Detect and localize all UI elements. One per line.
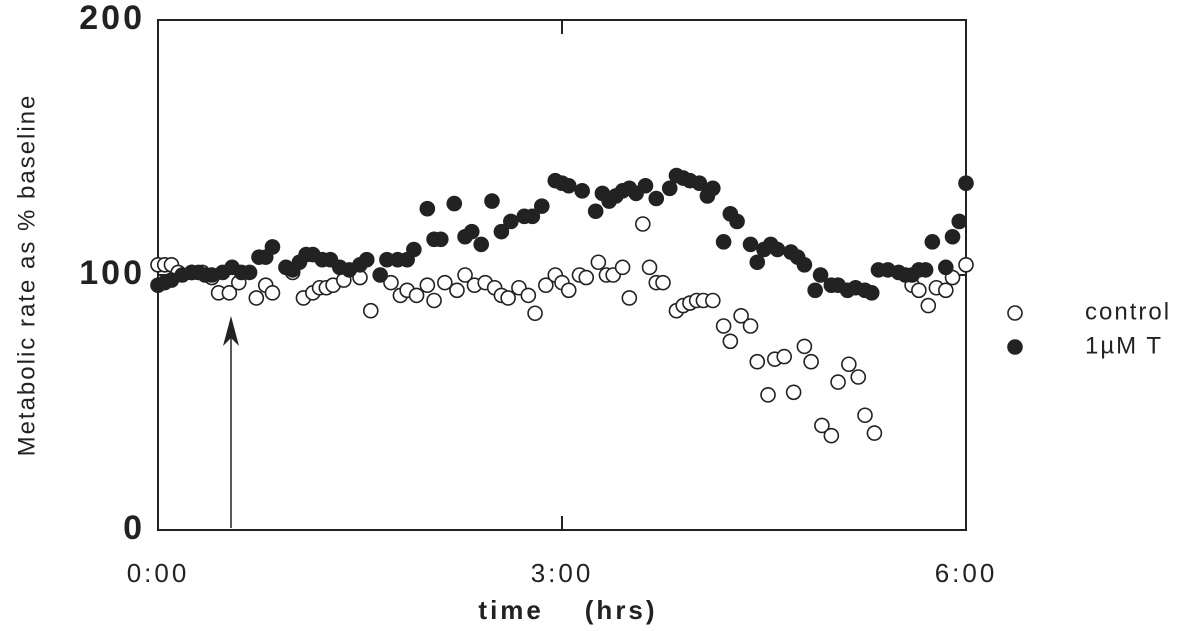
point — [850, 369, 867, 385]
point — [691, 175, 708, 191]
point — [769, 241, 786, 258]
point — [760, 387, 776, 403]
point — [776, 348, 793, 365]
point — [830, 374, 846, 390]
point — [264, 285, 281, 301]
point — [221, 285, 238, 301]
point — [749, 353, 766, 370]
point — [637, 177, 654, 194]
point — [449, 282, 465, 299]
point — [911, 282, 927, 299]
point — [524, 208, 541, 225]
legend-label: control — [1085, 298, 1171, 325]
point — [958, 256, 974, 273]
x-axis-label: time (hrs) — [478, 595, 657, 625]
point — [587, 203, 604, 220]
point — [473, 236, 490, 253]
point — [917, 262, 934, 278]
x-tick-label: 3:00 — [531, 558, 594, 588]
point — [419, 277, 436, 294]
point — [590, 254, 607, 271]
point — [803, 353, 819, 370]
point — [863, 285, 880, 301]
point — [426, 292, 442, 309]
point — [578, 269, 595, 286]
point — [857, 407, 873, 424]
point — [437, 274, 453, 291]
point — [742, 318, 759, 334]
point — [614, 259, 631, 276]
point — [503, 213, 519, 230]
point — [241, 264, 258, 281]
point — [406, 241, 422, 258]
legend-marker — [1007, 339, 1023, 355]
point — [560, 282, 577, 299]
point — [362, 302, 379, 319]
legend-marker — [1007, 305, 1023, 321]
point — [749, 254, 766, 271]
point — [841, 356, 857, 373]
point — [493, 223, 510, 240]
point — [655, 274, 671, 291]
point — [560, 177, 577, 194]
point — [796, 256, 813, 273]
point — [937, 282, 954, 299]
point — [463, 223, 480, 240]
point — [742, 236, 759, 253]
point — [729, 213, 745, 230]
y-axis-label: Metabolic rate as % baseline — [13, 94, 40, 457]
point — [951, 213, 968, 230]
point — [574, 183, 591, 199]
point — [634, 216, 651, 232]
point — [958, 175, 974, 191]
x-tick-label: 0:00 — [127, 558, 190, 588]
point — [785, 384, 802, 401]
legend-label: 1µM T — [1085, 332, 1163, 359]
point — [812, 267, 829, 283]
point — [944, 228, 961, 245]
point — [715, 234, 732, 250]
point — [648, 190, 665, 207]
point — [533, 198, 550, 214]
point — [715, 318, 732, 334]
point — [527, 305, 543, 322]
x-tick-label: 6:00 — [935, 558, 998, 588]
point — [705, 180, 721, 197]
point — [457, 267, 473, 283]
point — [823, 427, 840, 444]
y-tick-label: 200 — [79, 0, 145, 37]
y-tick-label: 0 — [123, 509, 145, 547]
point — [372, 267, 389, 283]
point — [264, 239, 281, 255]
y-tick-label: 100 — [79, 254, 145, 292]
point — [358, 251, 375, 268]
point — [484, 193, 500, 209]
point — [722, 333, 739, 350]
point — [621, 290, 638, 306]
point — [924, 234, 941, 250]
point — [807, 282, 823, 299]
point — [937, 259, 954, 276]
arrow-head — [223, 316, 239, 346]
point — [866, 425, 883, 441]
point — [248, 290, 265, 306]
point — [446, 195, 463, 212]
point — [796, 338, 813, 355]
point — [538, 277, 554, 294]
point — [920, 297, 937, 314]
point — [520, 287, 537, 304]
point — [641, 259, 658, 276]
point — [383, 274, 399, 291]
point — [814, 417, 830, 434]
point — [661, 180, 678, 197]
point — [500, 290, 516, 306]
point — [733, 307, 749, 324]
point — [419, 200, 436, 217]
point — [408, 287, 425, 304]
point — [705, 292, 721, 309]
point — [432, 231, 449, 248]
